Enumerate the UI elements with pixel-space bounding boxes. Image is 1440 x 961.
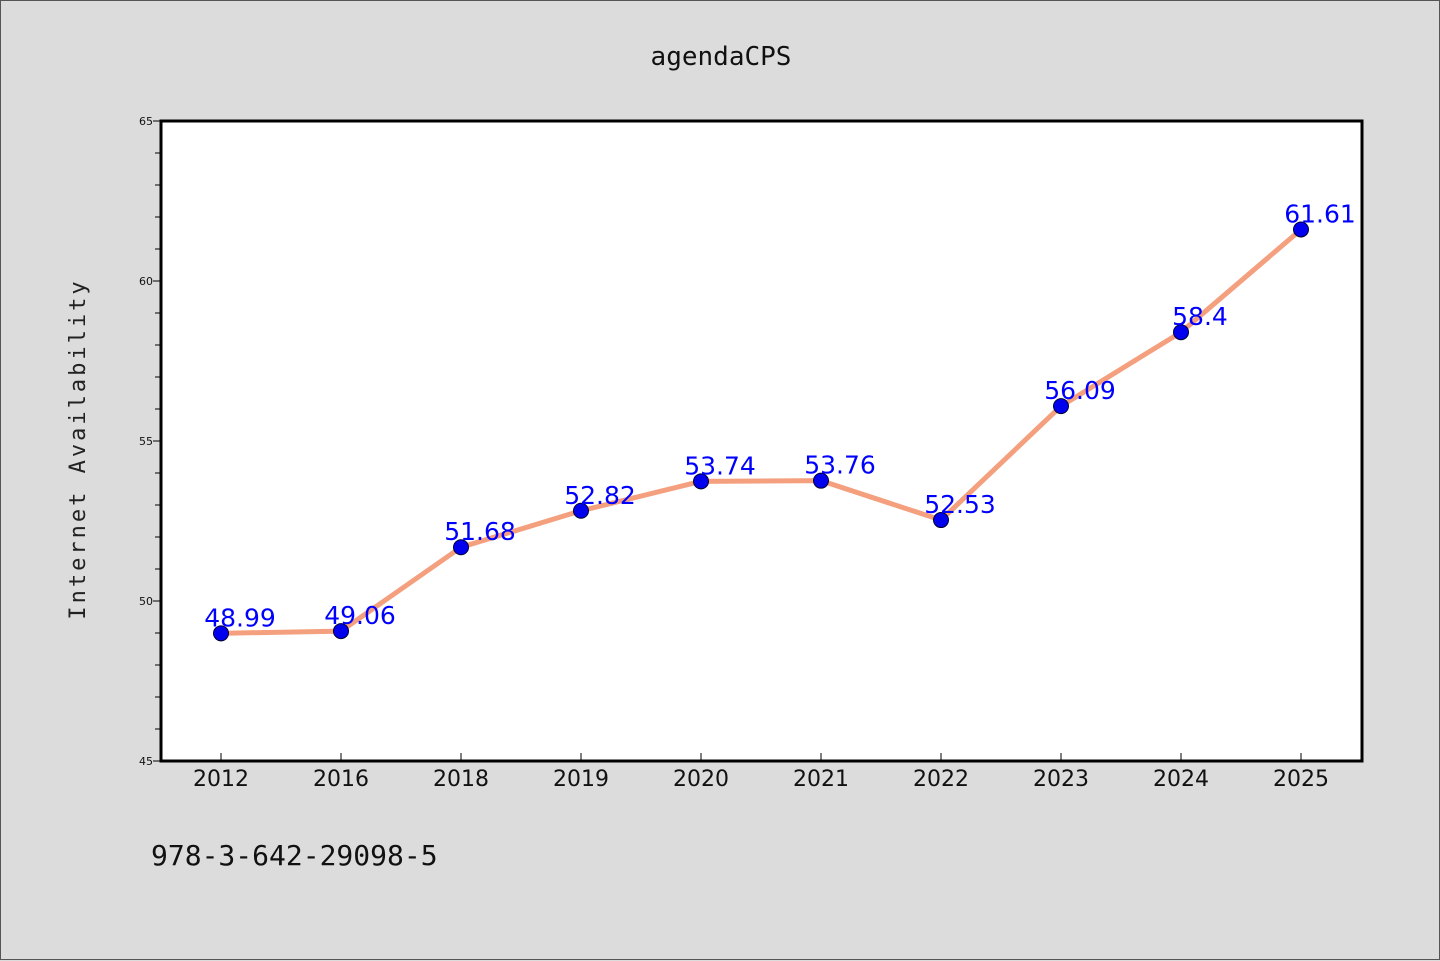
data-point xyxy=(333,623,349,640)
data-point xyxy=(693,473,709,490)
y-tick-label: 65 xyxy=(139,115,153,128)
y-tick-label: 45 xyxy=(139,755,153,768)
data-point xyxy=(1293,221,1309,238)
x-tick-label: 2020 xyxy=(673,767,729,792)
data-point xyxy=(1053,398,1069,415)
series-path xyxy=(218,226,1304,636)
data-point xyxy=(453,539,469,556)
data-label: 48.99 xyxy=(204,603,276,632)
y-axis-label: Internet Availability xyxy=(66,278,91,619)
data-label: 52.82 xyxy=(564,481,636,510)
data-label: 53.74 xyxy=(684,451,756,480)
x-tick-label: 2016 xyxy=(313,767,369,792)
data-point xyxy=(573,502,589,519)
data-point xyxy=(1173,324,1189,341)
y-tick-label: 60 xyxy=(139,275,153,288)
x-tick-label: 2012 xyxy=(193,767,249,792)
x-tick-label: 2022 xyxy=(913,767,969,792)
chart-title: agendaCPS xyxy=(651,42,792,72)
data-label: 51.68 xyxy=(444,517,516,546)
y-tick-label: 50 xyxy=(139,595,153,608)
x-axis: 2012 2016 2018 2019 2020 2021 2022 2023 2024 2025 xyxy=(193,753,1329,792)
data-label: 61.61 xyxy=(1284,199,1356,228)
data-point xyxy=(213,625,229,642)
x-tick-label: 2021 xyxy=(793,767,849,792)
data-label: 53.76 xyxy=(804,451,876,480)
x-tick-label: 2018 xyxy=(433,767,489,792)
data-label: 56.09 xyxy=(1044,376,1116,405)
data-label: 49.06 xyxy=(324,601,396,630)
data-point xyxy=(813,472,829,489)
y-axis: 45 50 55 60 65 xyxy=(139,115,161,768)
series-line xyxy=(213,221,1309,642)
y-tick-label: 55 xyxy=(139,435,153,448)
data-label: 52.53 xyxy=(924,490,996,519)
x-tick-label: 2019 xyxy=(553,767,609,792)
data-point xyxy=(933,512,949,529)
footnote-isbn: 978-3-642-29098-5 xyxy=(151,839,438,872)
x-tick-label: 2025 xyxy=(1273,767,1329,792)
data-labels: 48.99 49.06 51.68 52.82 53.74 53.76 52.53 56.09… xyxy=(204,199,1356,632)
x-tick-label: 2024 xyxy=(1153,767,1209,792)
data-label: 58.4 xyxy=(1172,302,1228,331)
x-tick-label: 2023 xyxy=(1033,767,1089,792)
plot-area xyxy=(159,119,1364,763)
